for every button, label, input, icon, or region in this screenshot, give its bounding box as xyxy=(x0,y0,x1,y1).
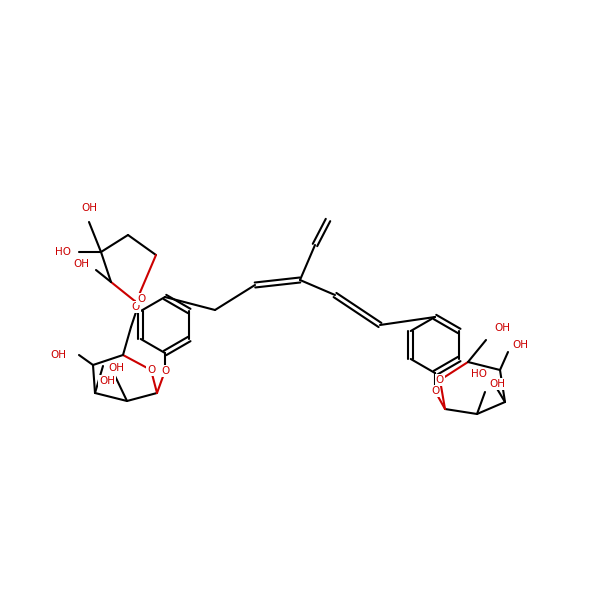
Text: O: O xyxy=(161,366,169,376)
Text: OH: OH xyxy=(81,203,97,213)
Text: O: O xyxy=(436,375,444,385)
Text: OH: OH xyxy=(494,323,510,333)
Text: OH: OH xyxy=(73,259,89,269)
Text: OH: OH xyxy=(50,350,66,360)
Text: OH: OH xyxy=(108,363,124,373)
Text: HO: HO xyxy=(471,369,487,379)
Text: OH: OH xyxy=(512,340,528,350)
Text: O: O xyxy=(147,365,155,375)
Text: O: O xyxy=(137,294,145,304)
Text: O: O xyxy=(431,386,439,396)
Text: HO: HO xyxy=(55,247,71,257)
Text: OH: OH xyxy=(99,376,115,386)
Text: OH: OH xyxy=(489,379,505,389)
Text: O: O xyxy=(132,302,140,312)
